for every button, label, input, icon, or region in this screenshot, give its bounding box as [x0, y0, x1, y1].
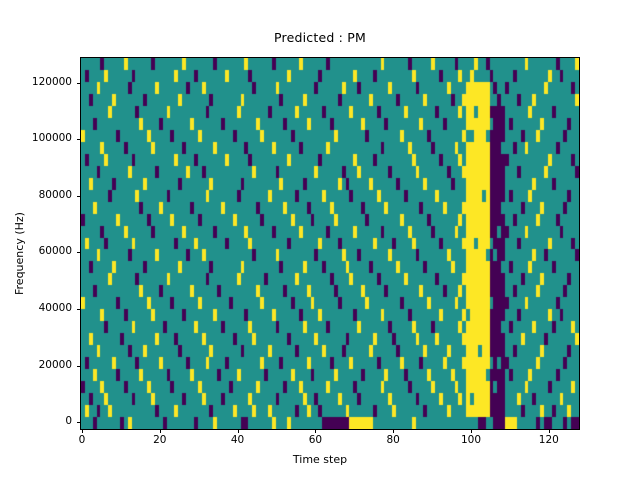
x-tick-label: 20 [153, 434, 167, 446]
y-tick [76, 309, 80, 311]
x-tick-label: 120 [538, 434, 559, 446]
y-axis-label: Frequency (Hz) [13, 212, 26, 295]
x-tick-label: 80 [386, 434, 400, 446]
y-tick [76, 82, 80, 84]
x-tick-label: 60 [308, 434, 323, 446]
x-tick [159, 429, 161, 433]
heatmap-image [81, 58, 579, 429]
y-tick [76, 365, 80, 367]
y-tick [76, 139, 80, 141]
x-tick [471, 429, 472, 433]
y-tick-label: 100000 [31, 132, 72, 145]
x-tick-label: 0 [78, 434, 86, 446]
x-tick [393, 429, 395, 433]
x-tick-label: 100 [460, 434, 482, 446]
x-tick [237, 429, 239, 433]
x-tick [548, 429, 550, 433]
y-tick [76, 252, 80, 254]
y-tick-label: 120000 [31, 75, 72, 88]
y-tick-label: 60000 [38, 245, 72, 258]
y-tick [76, 422, 80, 424]
y-tick-label: 40000 [38, 302, 72, 315]
x-tick-label: 40 [230, 434, 245, 446]
y-tick [76, 195, 80, 197]
y-tick-label: 80000 [38, 188, 72, 201]
y-tick-label: 0 [65, 415, 72, 428]
chart-title: Predicted : PM [274, 30, 366, 45]
x-tick [315, 429, 317, 433]
y-tick-label: 20000 [38, 358, 72, 371]
heatmap-axes [80, 57, 580, 430]
x-tick [81, 429, 83, 433]
x-axis-label: Time step [292, 453, 348, 466]
